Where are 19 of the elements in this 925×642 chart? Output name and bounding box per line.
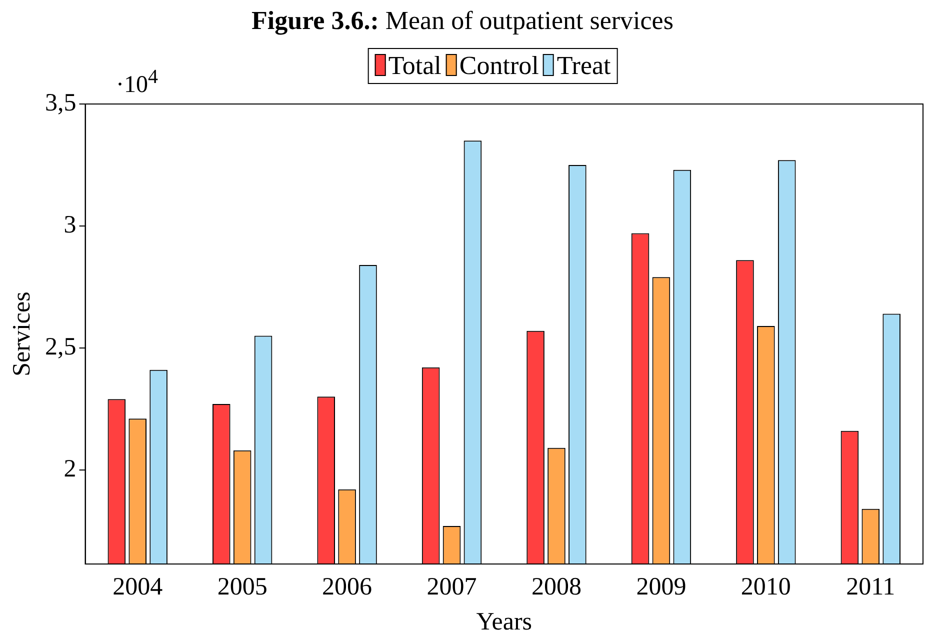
x-tick-label: 2011	[846, 574, 896, 601]
y-tick-label: 2,5	[45, 333, 76, 360]
x-tick-label: 2007	[426, 574, 477, 601]
y-axis-title: Services	[8, 292, 36, 376]
legend-label: Total	[387, 51, 442, 81]
chart-title: Figure 3.6.: Mean of outpatient services	[250, 6, 674, 36]
x-tick-label: 2005	[217, 574, 268, 601]
y-tick-label: 3	[64, 212, 76, 239]
x-tick-label: 2004	[112, 574, 164, 601]
text: ·10$^{4}$	[116, 66, 158, 99]
x-tick-label: 2008	[531, 574, 582, 601]
x-axis-title: Years	[476, 608, 532, 636]
x-tick-label: 2010	[740, 574, 791, 601]
y-tick-label: 2	[64, 455, 76, 482]
x-tick-label: 2006	[322, 574, 372, 601]
legend-label: Control	[458, 51, 539, 81]
y-tick-label: 3,5	[45, 90, 76, 117]
legend-label: Treat	[556, 51, 611, 81]
x-tick-label: 2009	[636, 574, 686, 601]
